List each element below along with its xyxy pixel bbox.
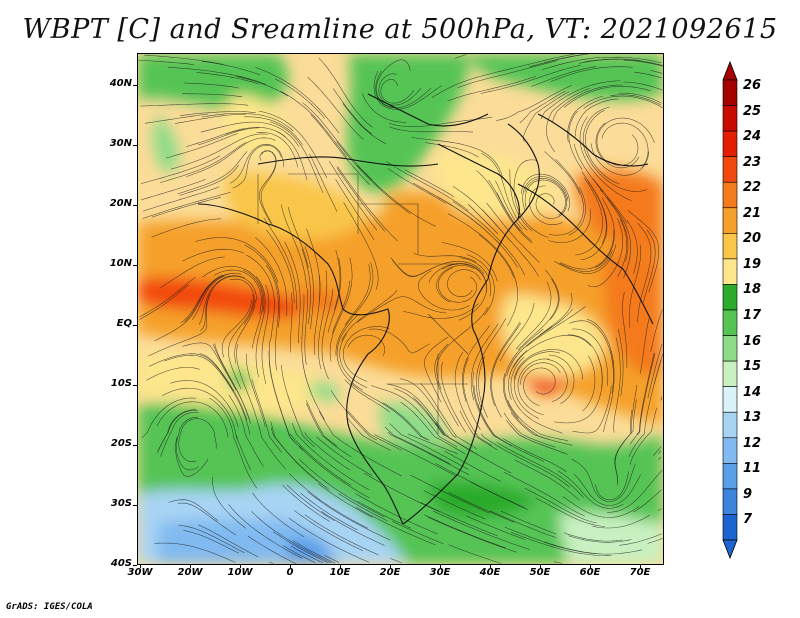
colorbar-swatch: [722, 130, 738, 157]
colorbar-label: 18: [743, 282, 762, 298]
colorbar-swatch: [722, 411, 738, 439]
lat-tick-label: 20N: [109, 198, 132, 209]
lon-tick-mark: [240, 564, 241, 568]
lon-tick-label: 60E: [579, 567, 601, 578]
lon-tick-mark: [390, 564, 391, 568]
lon-tick-mark: [540, 564, 541, 568]
colorbar-swatch: [722, 79, 738, 106]
lon-tick-label: 70E: [629, 567, 651, 578]
colorbar-label: 21: [743, 205, 762, 221]
map-plot-area: [137, 53, 664, 565]
lon-tick-label: 50E: [529, 567, 551, 578]
lon-tick-mark: [640, 564, 641, 568]
lat-tick-mark: [133, 445, 137, 446]
credit-label: GrADS: IGES/COLA: [6, 602, 93, 612]
colorbar-label: 20: [743, 231, 762, 247]
colorbar-swatch: [722, 309, 738, 336]
lat-tick-mark: [133, 205, 137, 206]
colorbar-swatch: [722, 233, 738, 260]
lat-tick-label: 40N: [109, 78, 132, 89]
streamlines-layer: [138, 54, 663, 564]
lon-tick-mark: [490, 564, 491, 568]
coastlines: [197, 93, 654, 525]
lat-tick-label: 20S: [110, 438, 132, 449]
lat-tick-mark: [133, 145, 137, 146]
lat-tick-label: 30N: [109, 138, 132, 149]
colorbar-label: 14: [743, 384, 762, 400]
colorbar-swatch: [722, 284, 738, 311]
colorbar-swatch: [722, 105, 738, 132]
colorbar-label: 11: [743, 461, 762, 477]
colorbar-swatch: [722, 181, 738, 209]
lon-tick-label: 40E: [479, 567, 501, 578]
lat-tick-mark: [133, 85, 137, 86]
lat-tick-mark: [133, 325, 137, 326]
colorbar-label: 22: [743, 180, 762, 196]
colorbar-label: 13: [743, 410, 762, 426]
colorbar-label: 9: [743, 486, 753, 502]
lon-tick-mark: [440, 564, 441, 568]
colorbar-swatch: [722, 258, 738, 285]
lat-tick-mark: [133, 565, 137, 566]
lat-tick-label: 30S: [110, 498, 132, 509]
colorbar-label: 19: [743, 256, 762, 272]
colorbar-label: 15: [743, 359, 762, 375]
lon-tick-label: 30E: [429, 567, 451, 578]
colorbar-swatch: [722, 156, 738, 183]
colorbar-swatch: [722, 488, 738, 515]
lat-tick-mark: [133, 385, 137, 386]
lon-tick-label: 10E: [329, 567, 351, 578]
lat-tick-label: 10N: [109, 258, 132, 269]
colorbar-swatch: [722, 514, 738, 541]
lon-tick-mark: [290, 564, 291, 568]
colorbar-swatch: [722, 207, 738, 234]
colorbar-label: 16: [743, 333, 762, 349]
wbpt-field-map: [138, 54, 663, 564]
lon-tick-mark: [340, 564, 341, 568]
colorbar-swatch: [722, 463, 738, 490]
streamline-paths: [138, 54, 663, 564]
colorbar-label: 7: [743, 512, 753, 528]
lat-tick-label: 10S: [110, 378, 132, 389]
colorbar-swatch: [722, 386, 738, 413]
wbpt-shading: [138, 54, 663, 564]
colorbar-top-arrow: [722, 60, 738, 81]
lon-tick-label: 20W: [177, 567, 203, 578]
colorbar-swatch: [722, 437, 738, 464]
country-borders: [257, 173, 499, 455]
lon-tick-mark: [190, 564, 191, 568]
colorbar-label: 12: [743, 435, 762, 451]
colorbar-label: 23: [743, 154, 762, 170]
lon-tick-label: 10W: [227, 567, 253, 578]
lon-tick-label: 0: [286, 567, 294, 578]
chart-title: WBPT [C] and Sreamline at 500hPa, VT: 20…: [22, 14, 778, 45]
colorbar-bottom-arrow: [722, 539, 738, 560]
lon-tick-label: 30W: [127, 567, 153, 578]
lon-tick-mark: [140, 564, 141, 568]
colorbar-label: 24: [743, 129, 762, 145]
lat-tick-mark: [133, 505, 137, 506]
colorbar-swatch: [722, 360, 738, 387]
lat-tick-label: EQ: [116, 318, 132, 329]
colorbar-label: 26: [743, 78, 762, 93]
lon-tick-mark: [590, 564, 591, 568]
lat-tick-mark: [133, 265, 137, 266]
colorbar-label: 25: [743, 103, 762, 119]
colorbar-swatch: [722, 335, 738, 362]
lon-tick-label: 20E: [379, 567, 401, 578]
lat-tick-label: 40S: [110, 558, 132, 569]
colorbar-label: 17: [743, 308, 762, 323]
